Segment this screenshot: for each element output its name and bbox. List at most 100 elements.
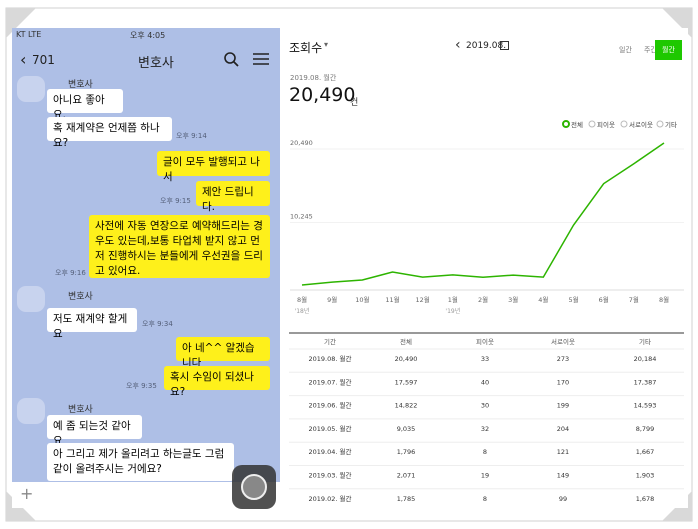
legend-label: 피이웃	[597, 120, 615, 129]
table-cell: 2019.02. 월간	[309, 494, 352, 503]
year-label: '18년	[295, 307, 310, 315]
sender-name: 변호사	[68, 80, 93, 90]
table-cell: 1,785	[397, 495, 416, 503]
dropdown[interactable]: ▾	[324, 40, 329, 49]
stats-title: 조회수	[289, 41, 323, 55]
avatar	[17, 286, 45, 312]
legend-label: 전체	[571, 120, 583, 129]
header-icons[interactable]	[222, 50, 272, 70]
table-cell: 199	[557, 402, 569, 410]
period-tab[interactable]: 일간	[619, 46, 632, 54]
message-time: 오후 9:16	[55, 269, 86, 277]
x-tick-label: 11월	[385, 295, 399, 304]
sender-name: 변호사	[68, 405, 93, 415]
table-cell: 121	[557, 448, 569, 456]
legend-radio	[656, 120, 664, 128]
status-time: 오후 4:05	[130, 31, 166, 40]
data-line	[301, 142, 665, 286]
x-tick-label: 6월	[599, 295, 609, 304]
table-cell: 2019.07. 월간	[309, 377, 352, 386]
message-time: 오후 9:34	[142, 320, 173, 328]
total: 20,490	[289, 84, 356, 106]
table-header: 전체	[400, 337, 412, 346]
attach-button[interactable]: +	[20, 484, 34, 503]
message-bubble: 혹시 수임이 되셨나요?	[164, 366, 270, 398]
table-cell: 17,387	[634, 378, 657, 386]
legend-radio	[562, 120, 570, 128]
period-tab[interactable]: 주간	[644, 46, 657, 54]
subtitle: 2019.08. 월간	[290, 74, 337, 82]
x-tick-label: 7월	[629, 295, 639, 304]
table-cell: 149	[557, 472, 569, 480]
table-cell: 9,035	[397, 425, 416, 433]
x-tick-label: 1월	[448, 295, 458, 304]
x-tick-label: 4월	[538, 295, 548, 304]
table-cell: 30	[481, 402, 489, 410]
message-bubble: 제안 드립니다.	[196, 181, 270, 213]
message-bubble: 사전에 자동 연장으로 예약해드리는 경우도 있는데,보통 타업체 받지 않고 …	[89, 215, 270, 278]
avatar	[17, 76, 45, 102]
table-cell: 2019.03. 월간	[309, 471, 352, 480]
legend-radio	[620, 120, 628, 128]
table-cell: 20,490	[395, 355, 418, 363]
x-tick-label: 3월	[508, 295, 518, 304]
x-tick-label: 5월	[568, 295, 578, 304]
table-cell: 2019.06. 월간	[309, 401, 352, 410]
message-bubble: 혹 재계약은 언제쯤 하나요?	[47, 117, 172, 149]
message-time: 오후 9:14	[176, 132, 207, 140]
x-tick-label: 8월	[297, 295, 307, 304]
chat-name: 변호사	[138, 56, 174, 71]
table-cell: 32	[481, 425, 489, 433]
table-cell: 8,799	[636, 425, 655, 433]
message-bubble: 저도 재계약 할게요	[47, 308, 137, 340]
table-cell: 1,678	[636, 495, 655, 503]
total-unit: 건	[350, 98, 359, 108]
back-button[interactable]: ‹	[20, 50, 27, 69]
y-tick-label: 10,245	[290, 213, 313, 221]
message-bubble: 아 네^^ 알겠습니다	[176, 337, 270, 369]
table-cell: 170	[557, 378, 569, 386]
table-cell: 14,593	[634, 402, 657, 410]
message-bubble: 글이 모두 발행되고 나서	[157, 151, 270, 183]
table-cell: 14,822	[395, 402, 418, 410]
table-cell: 1,903	[636, 472, 655, 480]
table-cell: 1,796	[397, 448, 416, 456]
table-cell: 19	[481, 472, 489, 480]
table-cell: 2019.08. 월간	[309, 354, 352, 363]
y-tick-label: 20,490	[290, 139, 313, 147]
message-time: 오후 9:35	[126, 382, 157, 390]
prev-button[interactable]: ‹	[455, 37, 461, 53]
legend-radio	[588, 120, 596, 128]
avatar	[17, 398, 45, 424]
table-cell: 33	[481, 355, 489, 363]
home-ring	[241, 474, 267, 500]
table-cell: 8	[483, 448, 487, 456]
legend-label: 서로이웃	[629, 120, 653, 129]
table-cell: 20,184	[634, 355, 657, 363]
period-tab[interactable]: 월간	[655, 40, 682, 60]
table-cell: 2019.04. 월간	[309, 447, 352, 456]
table-cell: 2,071	[397, 472, 416, 480]
table-header: 서로이웃	[551, 337, 575, 346]
year-label: '19년	[445, 307, 460, 315]
x-tick-label: 10월	[355, 295, 369, 304]
table-cell: 1,667	[636, 448, 655, 456]
table-header: 피이웃	[476, 337, 494, 346]
table-cell: 204	[557, 425, 569, 433]
message-bubble: 아 그리고 제가 올리려고 하는글도 그럼 같이 올려주시는 거에요?	[47, 443, 234, 481]
table-header: 기간	[324, 337, 336, 346]
table-header: 기타	[639, 337, 651, 346]
calendar-icon[interactable]	[500, 41, 509, 50]
table-cell: 8	[483, 495, 487, 503]
x-tick-label: 12월	[416, 295, 430, 304]
table-cell: 2019.05. 월간	[309, 424, 352, 433]
stats-panel	[283, 28, 688, 508]
table-cell: 40	[481, 378, 489, 386]
sender-name: 변호사	[68, 292, 93, 302]
table-cell: 273	[557, 355, 569, 363]
message-time: 오후 9:15	[160, 197, 191, 205]
message-bubble: 예 좀 되는것 같아요	[47, 415, 142, 447]
x-tick-label: 9월	[327, 295, 337, 304]
